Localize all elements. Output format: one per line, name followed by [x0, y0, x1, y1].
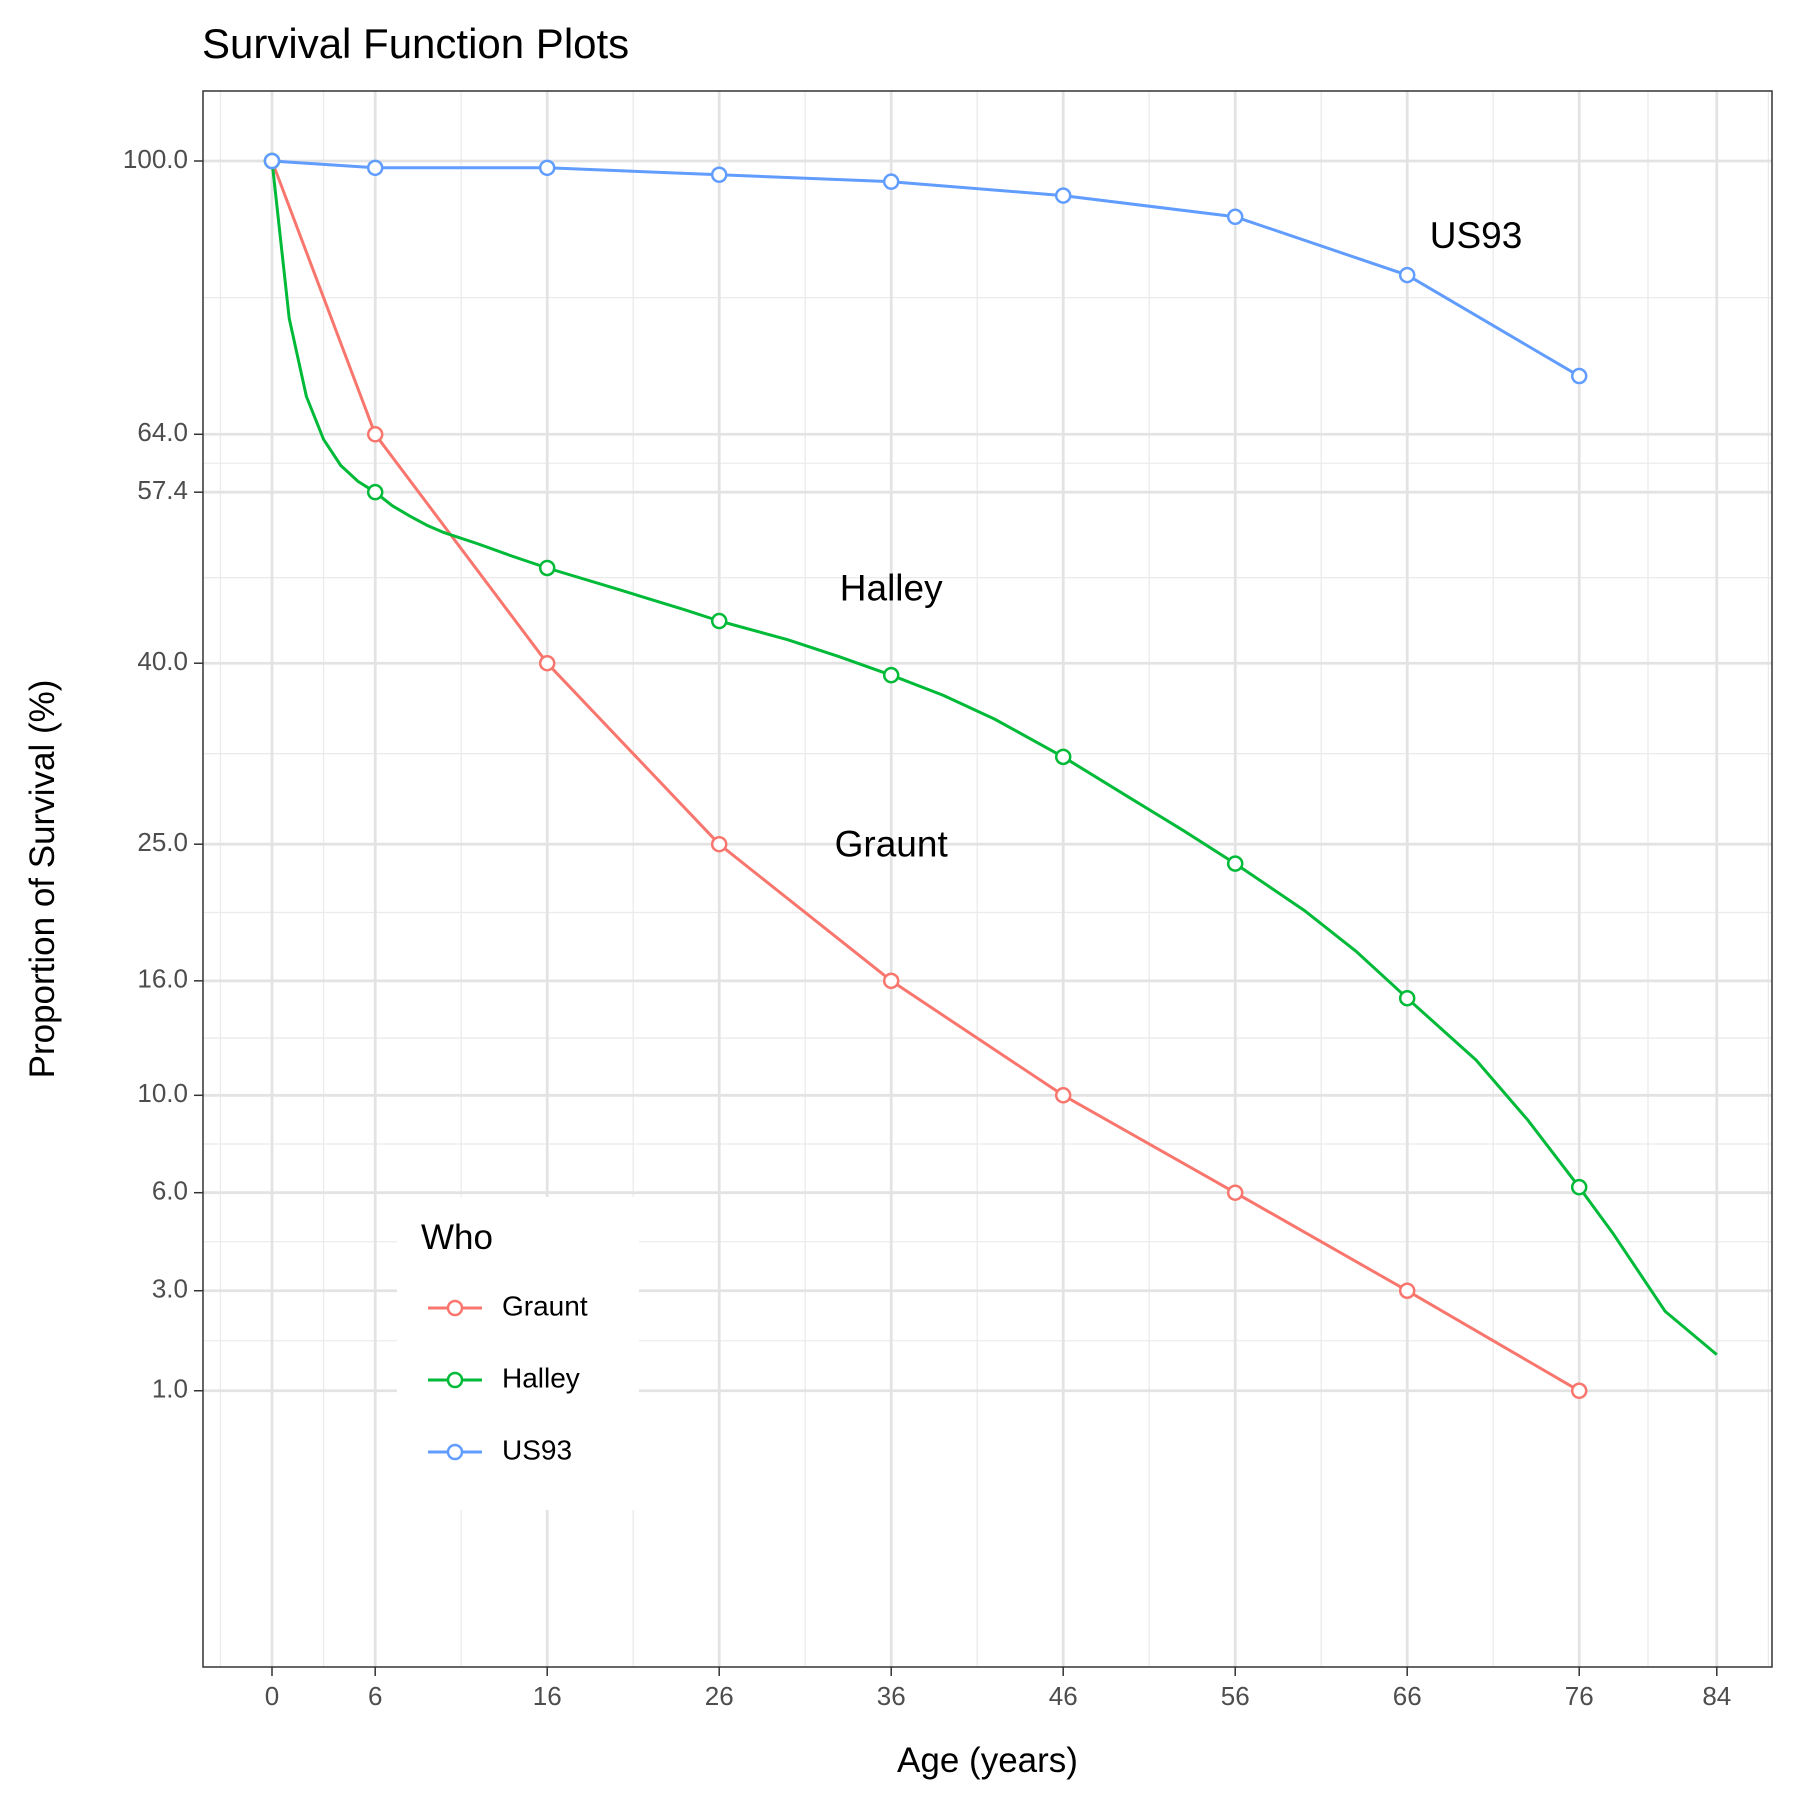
y-tick-label: 64.0: [137, 417, 188, 447]
x-tick-label: 76: [1565, 1681, 1594, 1711]
annotation-graunt: Graunt: [835, 824, 949, 865]
data-point-halley: [1226, 855, 1244, 872]
data-point-us93: [710, 166, 728, 183]
legend-box: [397, 1197, 639, 1510]
data-point-graunt: [366, 426, 384, 443]
y-tick-label: 6.0: [152, 1176, 188, 1206]
x-tick-label: 6: [368, 1681, 382, 1711]
data-point-us93: [263, 152, 281, 170]
series-points: [263, 152, 1588, 1400]
legend-label-graunt: Graunt: [502, 1290, 588, 1321]
data-point-halley: [1570, 1178, 1588, 1196]
x-tick-label: 46: [1049, 1681, 1078, 1711]
x-tick-labels: 0 6 16 26 36 46 56 66 76 84: [265, 1681, 1731, 1711]
x-axis-title: Age (years): [897, 1741, 1078, 1780]
legend-label-halley: Halley: [502, 1362, 580, 1393]
legend-key-point: [446, 1299, 464, 1317]
y-tick-labels: 1.0 3.0 6.0 10.0 16.0 25.0 40.0 57.4 64.0 100.0: [123, 144, 188, 1404]
series-annotations: US93 Halley Graunt: [835, 215, 1523, 865]
x-tick-label: 84: [1702, 1681, 1731, 1711]
data-point-graunt: [710, 835, 728, 853]
y-tick-label: 3.0: [152, 1274, 188, 1304]
data-point-graunt: [1398, 1282, 1416, 1299]
y-tick-label: 1.0: [152, 1374, 188, 1404]
legend-key-point: [446, 1443, 464, 1461]
y-axis-title: Proportion of Survival (%): [23, 680, 62, 1079]
data-point-halley: [538, 559, 556, 577]
y-tick-label: 100.0: [123, 144, 188, 174]
data-point-us93: [882, 173, 900, 190]
data-point-us93: [1398, 266, 1416, 284]
y-tick-label: 25.0: [137, 827, 188, 857]
data-point-graunt: [1054, 1087, 1072, 1104]
y-tick-label: 57.4: [137, 475, 188, 505]
y-tick-label: 40.0: [137, 646, 188, 676]
legend-key-point: [446, 1371, 464, 1389]
x-tick-label: 66: [1393, 1681, 1422, 1711]
annotation-halley: Halley: [840, 567, 943, 608]
x-tick-label: 16: [533, 1681, 562, 1711]
x-tick-label: 36: [877, 1681, 906, 1711]
data-point-halley: [882, 666, 900, 684]
panel-border: [202, 90, 1773, 1668]
legend-label-us93: US93: [502, 1434, 572, 1465]
x-tick-label: 26: [705, 1681, 734, 1711]
data-point-us93: [1054, 187, 1072, 204]
y-tick-label: 16.0: [137, 964, 188, 994]
x-tick-label: 0: [265, 1681, 279, 1711]
legend: Who Graunt Halley US93: [397, 1197, 639, 1510]
data-point-us93: [1570, 367, 1588, 385]
data-point-graunt: [538, 654, 556, 672]
chart-title: Survival Function Plots: [202, 20, 629, 67]
data-point-halley: [710, 612, 728, 630]
data-point-graunt: [1570, 1382, 1588, 1400]
data-point-graunt: [882, 972, 900, 990]
data-point-halley: [1398, 989, 1416, 1007]
legend-title: Who: [421, 1218, 493, 1257]
y-tick-label: 10.0: [137, 1078, 188, 1108]
annotation-us93: US93: [1430, 215, 1523, 256]
data-point-graunt: [1226, 1184, 1244, 1201]
x-tick-label: 56: [1221, 1681, 1250, 1711]
data-point-halley: [1054, 748, 1072, 766]
data-point-us93: [366, 159, 384, 177]
axis-ticks: [194, 160, 1718, 1676]
data-point-us93: [538, 159, 556, 177]
data-point-us93: [1226, 208, 1244, 226]
data-point-halley: [366, 483, 384, 501]
